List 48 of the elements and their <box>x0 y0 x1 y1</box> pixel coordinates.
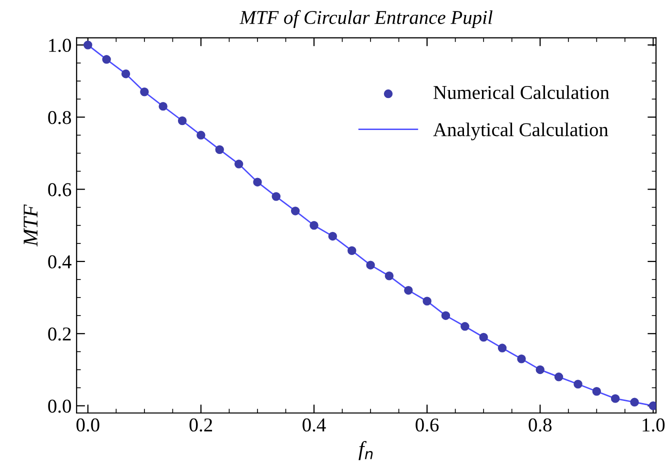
point <box>310 221 318 230</box>
point <box>630 398 639 407</box>
legend-label: Analytical Calculation <box>433 122 608 140</box>
point <box>479 332 488 342</box>
point <box>517 354 526 364</box>
chart-title: MTF of Circular Entrance Pupil <box>240 10 492 28</box>
point <box>348 246 356 256</box>
point <box>610 394 620 403</box>
x-tick-label: 0.0 <box>76 418 100 432</box>
point <box>196 130 206 140</box>
point <box>498 344 507 352</box>
point <box>234 160 244 168</box>
point <box>178 116 187 126</box>
x-tick-label: 1.0 <box>642 418 665 432</box>
y-tick-label: 0.6 <box>48 183 72 196</box>
point <box>84 40 92 50</box>
point <box>648 401 656 410</box>
point <box>290 206 300 216</box>
point <box>121 69 130 78</box>
y-axis-title: MTF <box>24 204 38 246</box>
point <box>554 372 564 382</box>
y-tick-label: 1.0 <box>49 38 71 52</box>
y-tick-label: 0.8 <box>48 110 71 124</box>
point <box>592 386 602 396</box>
x-tick-label: 0.6 <box>416 418 439 432</box>
x-tick-label: 0.2 <box>190 418 212 432</box>
x-tick-label: 0.4 <box>302 418 326 432</box>
point <box>158 102 168 111</box>
x-tick-label: 0.8 <box>528 418 552 432</box>
point <box>215 145 224 154</box>
point <box>536 365 544 374</box>
point <box>272 192 281 201</box>
point <box>574 380 582 389</box>
point <box>102 55 111 64</box>
y-tick-label: 0.2 <box>48 327 71 341</box>
point <box>140 88 149 96</box>
point <box>404 286 413 295</box>
point <box>441 311 450 320</box>
point <box>384 272 394 280</box>
point <box>366 260 375 270</box>
point <box>422 296 432 306</box>
y-tick-label: 0.4 <box>48 255 72 268</box>
x-axis-title: f$_{n}$ <box>358 441 373 460</box>
legend-label: Numerical Calculation <box>434 85 610 100</box>
point <box>328 232 338 241</box>
y-tick-label: 0.0 <box>48 400 71 413</box>
point <box>460 322 470 331</box>
point <box>253 178 262 186</box>
